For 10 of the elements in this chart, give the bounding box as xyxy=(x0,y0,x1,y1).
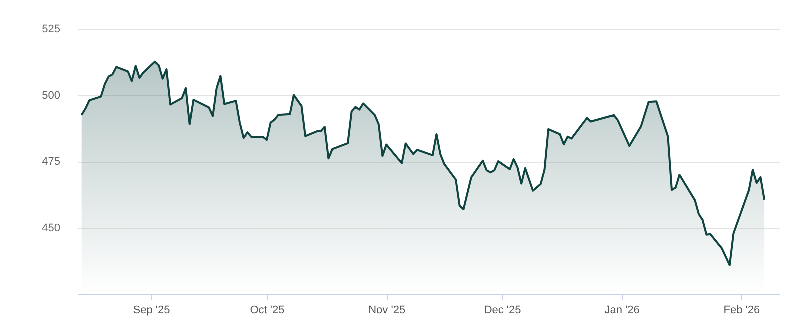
y-tick-label: 450 xyxy=(42,222,60,234)
x-tick-label: Nov '25 xyxy=(368,304,406,316)
x-tick-label: Dec '25 xyxy=(484,304,522,316)
y-tick-label: 525 xyxy=(42,24,60,36)
x-tick-label: Sep '25 xyxy=(133,304,170,316)
x-tick-label: Feb '26 xyxy=(724,304,760,316)
y-tick-label: 475 xyxy=(42,156,60,168)
x-tick-label: Oct '25 xyxy=(250,304,285,316)
x-tick-label: Jan '26 xyxy=(604,304,640,316)
y-tick-label: 500 xyxy=(42,90,60,102)
